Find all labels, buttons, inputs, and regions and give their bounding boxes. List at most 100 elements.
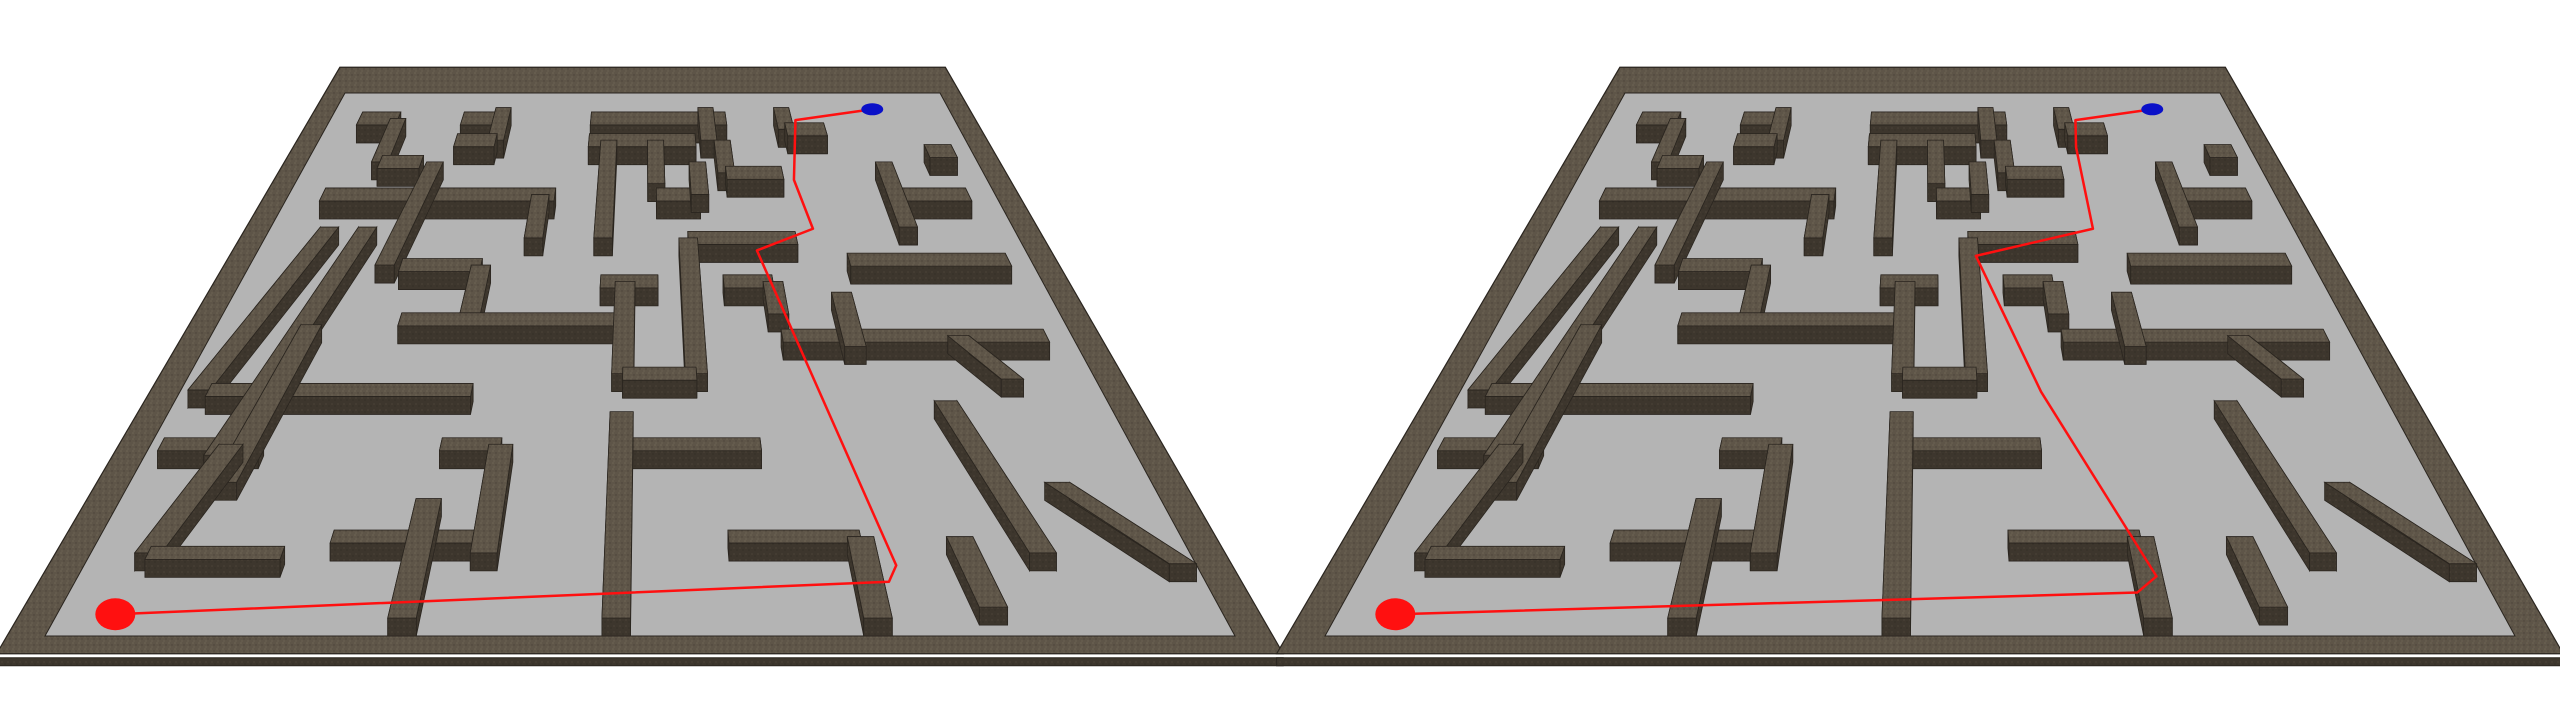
maze-wall-top (830, 291, 867, 347)
maze-floor (1324, 92, 2516, 637)
maze-wall-front (1900, 450, 2042, 470)
maze-wall-top (725, 165, 785, 180)
maze-wall-top (1043, 481, 1198, 565)
maze-wall-top (387, 498, 442, 619)
maze-wall-top (846, 252, 1013, 267)
solution-path (1395, 108, 2158, 616)
maze-wall-top (1677, 312, 1905, 327)
maze-wall-front (2280, 378, 2304, 398)
board-base (1276, 657, 2560, 667)
maze-wall-front (2130, 265, 2293, 285)
maze-wall-front (523, 237, 544, 257)
maze-wall-top (687, 230, 799, 245)
solution-path (115, 108, 898, 616)
maze-wall-front (1424, 558, 1561, 578)
maze-wall-front (2258, 606, 2289, 626)
maze-wall-front (863, 617, 893, 637)
maze-wall-front (622, 379, 698, 399)
start-marker (1375, 598, 1416, 631)
maze-wall-front (2008, 542, 2143, 562)
maze-wall-top (469, 443, 514, 554)
maze-wall-top (678, 237, 708, 375)
maze-wall-top (611, 280, 636, 375)
maze-wall-front (1168, 563, 1197, 583)
board-base (0, 657, 1284, 667)
maze-wall-top (1927, 139, 1946, 185)
maze-wall-top (1891, 280, 1916, 375)
maze-wall-front (318, 200, 555, 220)
maze-wall-front (1656, 167, 1700, 187)
maze-wall-top (946, 335, 1025, 380)
maze-wall-top (1902, 366, 1978, 381)
maze-wall-front (1881, 617, 1911, 637)
maze-wall-top (144, 545, 286, 560)
maze-wall-top (1767, 107, 1792, 141)
maze-wall-top (846, 536, 893, 619)
maze-wall-top (2203, 144, 2239, 158)
maze-wall-top (1881, 411, 1914, 619)
maze-wall-front (2178, 226, 2198, 246)
maze-wall-front (2209, 157, 2238, 176)
maze-wall-front (2067, 135, 2108, 155)
maze-wall-top (523, 194, 550, 239)
maze-wall-top (923, 144, 959, 158)
maze-wall-top (397, 258, 483, 272)
maze-wall-top (376, 154, 425, 169)
maze-wall-front (1902, 379, 1978, 399)
maze-wall-top (318, 187, 557, 202)
maze-wall-top (688, 161, 710, 195)
maze-wall-front (1598, 200, 1835, 220)
maze-wall-top (1967, 230, 2079, 245)
maze-wall-top (1869, 111, 2008, 126)
maze-wall-top (1654, 161, 1724, 266)
maze-wall-front (144, 558, 281, 578)
maze-wall-front (1749, 552, 1778, 572)
maze-wall-front (1873, 237, 1893, 257)
goal-marker (2141, 103, 2164, 116)
maze-wall-front (387, 617, 417, 637)
maze-wall-front (2124, 346, 2147, 365)
maze-wall-front (593, 237, 613, 257)
maze-wall-top (945, 536, 1009, 608)
maze-floor (44, 92, 1236, 637)
maze-wall-front (1000, 378, 1024, 398)
maze-wall-top (1958, 237, 1988, 375)
maze-wall-top (933, 400, 1058, 554)
maze-wall-front (453, 146, 495, 166)
maze-wall-top (2042, 280, 2070, 315)
maze-wall-top (622, 366, 698, 381)
maze-wall-top (784, 122, 829, 137)
start-marker (95, 598, 136, 631)
maze-wall-top (727, 529, 863, 544)
maze-wall-front (1667, 617, 1697, 637)
maze-wall-top (397, 312, 625, 327)
maze-wall-front (620, 450, 762, 470)
maze-wall-front (850, 265, 1013, 285)
maze-panel-left (0, 66, 1285, 667)
maze-wall-front (397, 325, 625, 345)
maze-wall-top (1490, 324, 1603, 483)
maze-wall-top (2110, 291, 2147, 347)
maze-wall-top (589, 111, 728, 126)
maze-wall-front (690, 194, 710, 213)
maze-wall-front (688, 244, 799, 263)
maze-wall-front (1677, 325, 1905, 345)
maze-panel-right (1275, 66, 2560, 667)
maze-wall-front (782, 341, 1051, 361)
maze-wall-top (620, 437, 763, 452)
maze-wall-top (647, 139, 666, 185)
maze-wall-top (2225, 536, 2289, 608)
maze-wall-front (929, 157, 958, 176)
maze-wall-top (2060, 328, 2331, 343)
maze-wall-top (1598, 187, 1837, 202)
maze-wall-top (1677, 258, 1763, 272)
maze-wall-top (2226, 335, 2305, 380)
maze-wall-top (210, 324, 323, 483)
maze-wall-top (601, 411, 634, 619)
maze-wall-top (2323, 481, 2478, 565)
maze-wall-front (728, 542, 863, 562)
maze-wall-top (2005, 165, 2065, 180)
maze-wall-top (593, 139, 618, 239)
